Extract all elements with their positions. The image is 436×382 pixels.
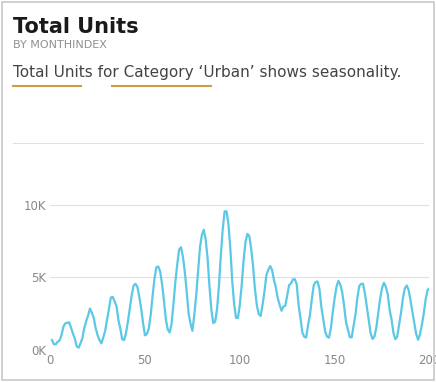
- Text: Total Units: Total Units: [13, 17, 139, 37]
- Text: Total Units for Category ‘Urban’ shows seasonality.: Total Units for Category ‘Urban’ shows s…: [13, 65, 402, 80]
- Text: BY MONTHINDEX: BY MONTHINDEX: [13, 40, 107, 50]
